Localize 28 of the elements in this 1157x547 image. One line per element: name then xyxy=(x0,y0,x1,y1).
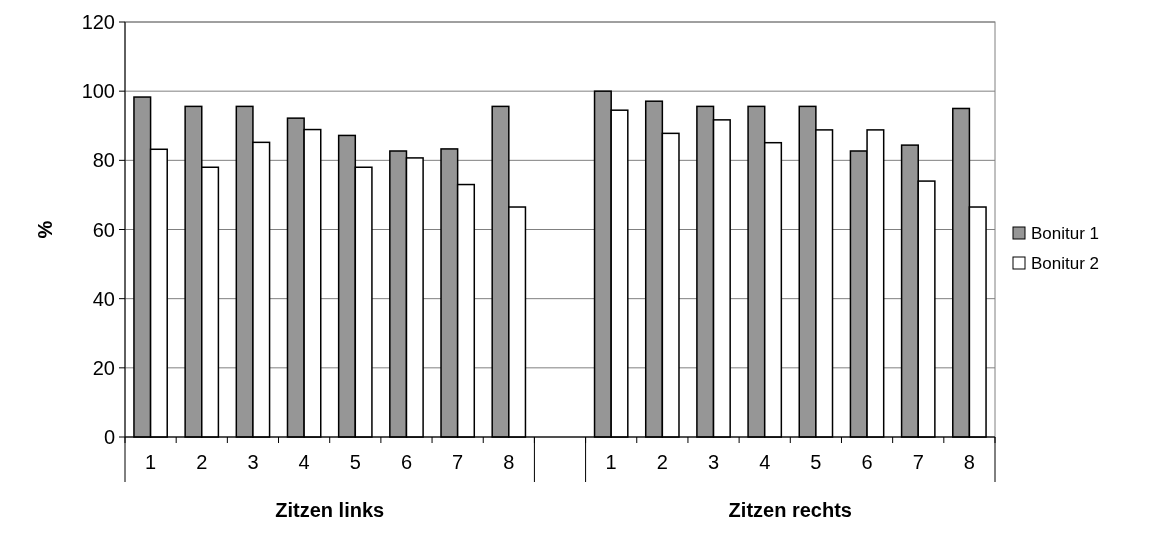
legend-label: Bonitur 1 xyxy=(1031,223,1100,243)
x-tick-label: 2 xyxy=(196,451,208,473)
y-tick-label: 0 xyxy=(103,426,115,448)
x-tick-label: 5 xyxy=(349,451,361,473)
x-tick-label: 3 xyxy=(247,451,259,473)
x-tick-label: 4 xyxy=(298,451,310,473)
x-tick-label: 6 xyxy=(400,451,413,473)
y-tick-label: 80 xyxy=(92,149,115,172)
x-tick-label: 1 xyxy=(605,451,617,473)
y-tick-label: 20 xyxy=(92,356,115,379)
y-axis-title: % xyxy=(34,220,56,239)
x-tick-label: 4 xyxy=(759,451,771,473)
x-tick-label: 1 xyxy=(145,451,157,473)
x-tick-label: 5 xyxy=(810,451,822,473)
y-tick-label: 100 xyxy=(81,80,115,103)
x-tick-label: 7 xyxy=(452,451,464,473)
text: Zitzen rechts xyxy=(728,499,852,521)
x-tick-label: 8 xyxy=(503,451,515,473)
legend-label: Bonitur 2 xyxy=(1031,253,1100,273)
y-tick-label: 60 xyxy=(92,218,115,241)
x-tick-label: 2 xyxy=(656,451,668,473)
text: Zitzen links xyxy=(275,499,385,521)
y-tick-label: 40 xyxy=(92,287,115,310)
x-tick-label: 3 xyxy=(707,451,720,473)
y-tick-label: 120 xyxy=(81,11,115,33)
x-tick-label: 8 xyxy=(963,451,975,473)
x-tick-label: 6 xyxy=(861,451,873,473)
x-tick-label: 7 xyxy=(912,451,924,473)
